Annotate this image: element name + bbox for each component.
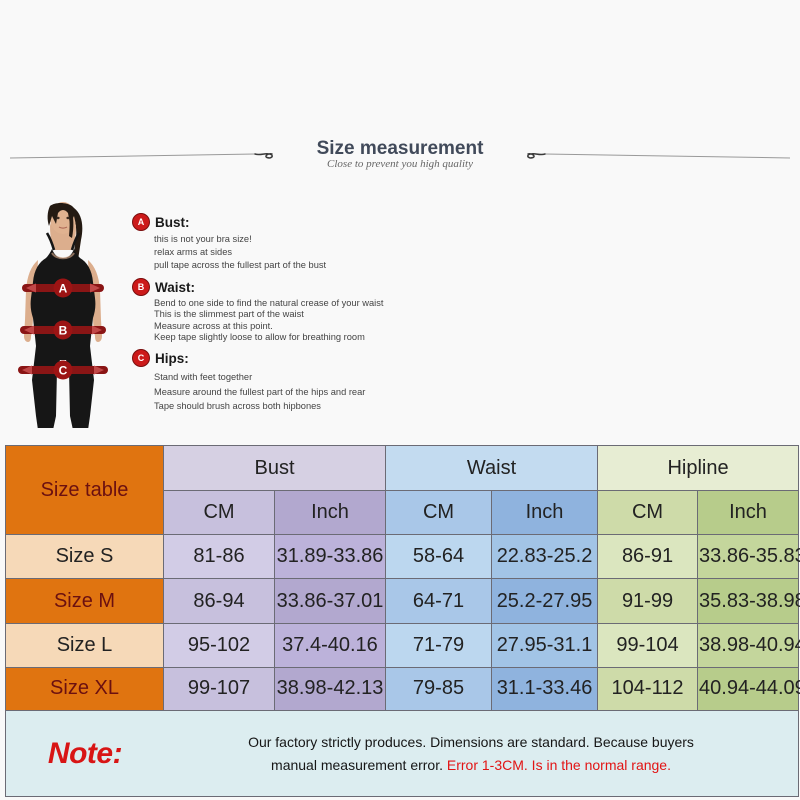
svg-text:C: C [59, 364, 68, 378]
svg-text:A: A [59, 282, 68, 296]
svg-text:B: B [59, 324, 68, 338]
